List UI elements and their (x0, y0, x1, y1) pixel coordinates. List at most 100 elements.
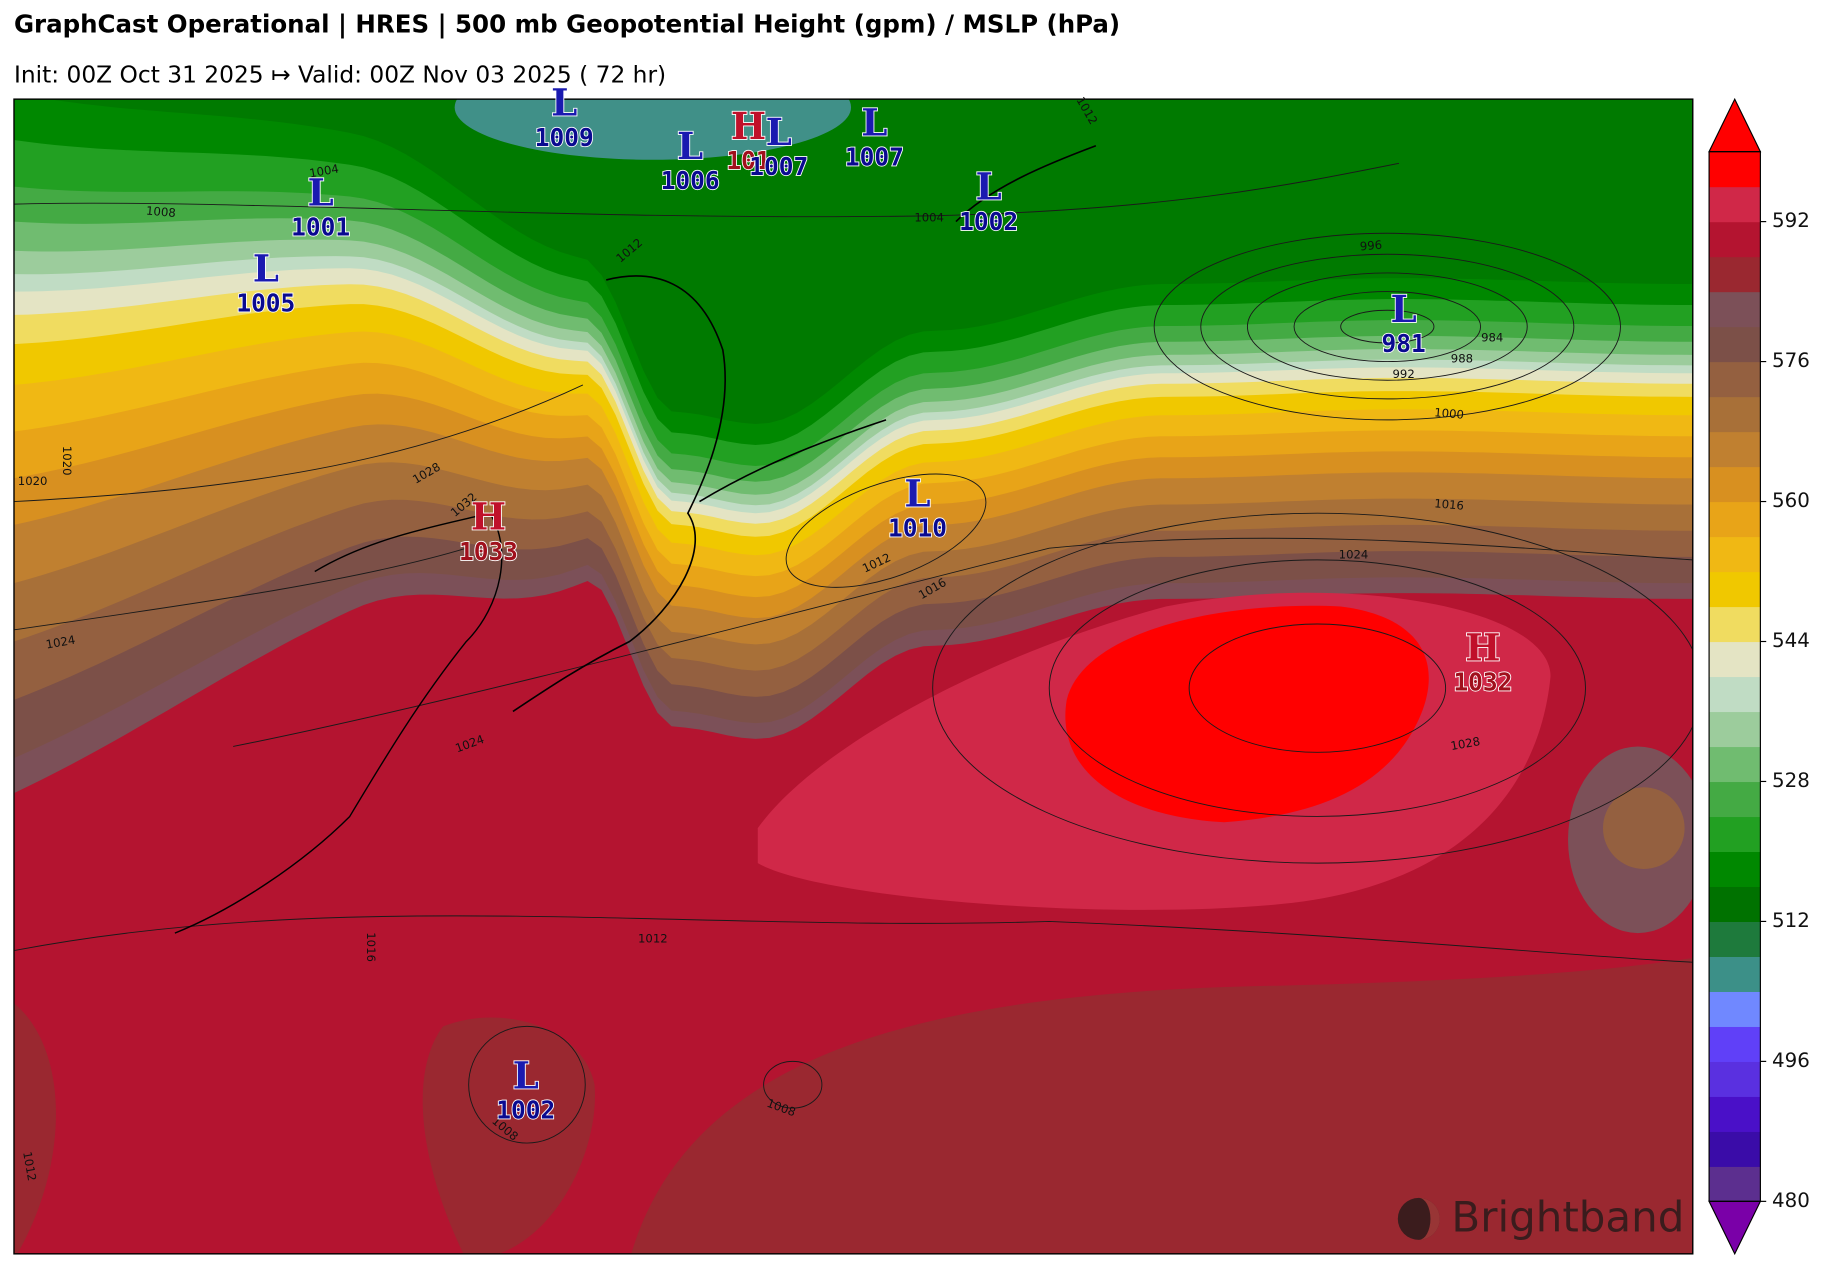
isobar (13, 915, 1693, 963)
colorbar-segment (1709, 606, 1761, 643)
center-symbol: H (731, 104, 766, 148)
contour-label: 1004 (308, 161, 340, 180)
colorbar-segment (1709, 291, 1761, 328)
isobar (233, 537, 1693, 747)
contour-label: 1016 (364, 932, 378, 962)
logo: Brightband (1397, 1193, 1684, 1242)
map (13, 99, 1693, 1254)
colorbar-tick-label: 544 (1772, 629, 1810, 652)
contour-label: 1008 (146, 204, 177, 221)
isobar (932, 512, 1693, 864)
colorbar: 480 496 512 528 544 560 576 592 (1708, 97, 1810, 1256)
center-symbol: L (253, 246, 279, 290)
colorbar-segment (1709, 921, 1761, 957)
center-value: 1009 (535, 123, 594, 152)
center-value: 1001 (291, 213, 350, 242)
subtitle: Init: 00Z Oct 31 2025 ↦ Valid: 00Z Nov 0… (14, 61, 666, 88)
center-symbol: L (1391, 287, 1417, 331)
colorbar-extend-over (1708, 97, 1762, 153)
colorbar-segment (1709, 641, 1761, 678)
center-value: 1005 (236, 288, 295, 317)
colorbar-segment (1709, 431, 1761, 468)
contour-label: 1024 (45, 633, 77, 652)
height-band (631, 957, 1693, 1254)
contour-label: 988 (1451, 352, 1473, 366)
colorbar-segment (1709, 851, 1761, 888)
colorbar-segment (1709, 186, 1761, 223)
colorbar-segment (1709, 396, 1761, 433)
colorbar-segment (1709, 886, 1761, 923)
isobar (1048, 559, 1586, 817)
colorbar-tick-label: 496 (1772, 1049, 1810, 1072)
colorbar-segment (1709, 956, 1761, 992)
isobar (13, 384, 584, 503)
colorbar-segment (1709, 781, 1761, 818)
colorbar-segment (1709, 466, 1761, 503)
colorbar-segment (1709, 501, 1761, 538)
center-symbol: H (1465, 625, 1500, 669)
colorbar-segment (1709, 1131, 1761, 1167)
center-symbol: L (861, 100, 887, 144)
center-value: 1010 (888, 514, 947, 543)
isobar (13, 547, 467, 631)
colorbar-frame (1708, 151, 1761, 1202)
colorbar-tick-label: 512 (1772, 909, 1810, 932)
isobar (785, 473, 987, 588)
center-value: 101 (726, 146, 770, 175)
isobar (1293, 291, 1482, 363)
isobar (1188, 623, 1447, 753)
isobar (1246, 272, 1528, 381)
center-value: 1007 (845, 143, 904, 172)
isobar (763, 1060, 823, 1109)
height-band (1065, 605, 1429, 823)
coastline (174, 512, 503, 934)
title: GraphCast Operational | HRES | 500 mb Ge… (14, 10, 1120, 39)
center-symbol: L (551, 81, 577, 125)
contour-label: 1012 (20, 1150, 39, 1182)
coastline (512, 275, 726, 713)
colorbar-segment (1709, 711, 1761, 748)
colorbar-tick-label: 592 (1772, 209, 1810, 232)
colorbar-extend-under (1708, 1200, 1762, 1256)
colorbar-segment (1709, 1061, 1761, 1097)
contour-label: 992 (1393, 367, 1415, 381)
isobar (1153, 232, 1621, 421)
center-value: 981 (1382, 329, 1426, 358)
colorbar-segment (1709, 151, 1761, 188)
center-symbol: L (975, 165, 1001, 209)
colorbar-segment (1709, 746, 1761, 783)
colorbar-segment (1709, 1026, 1761, 1062)
colorbar-segment (1709, 536, 1761, 573)
contour-label: 984 (1481, 331, 1503, 345)
center-value: 1032 (1453, 667, 1512, 696)
contour-label: 1020 (18, 474, 48, 488)
colorbar-segment (1709, 361, 1761, 398)
colorbar-segment (1709, 221, 1761, 258)
center-symbol: L (307, 170, 333, 214)
colorbar-tick-label: 560 (1772, 489, 1810, 512)
colorbar-segment (1709, 326, 1761, 363)
center-value: 1002 (496, 1096, 555, 1125)
colorbar-segment (1709, 1096, 1761, 1132)
height-band (1602, 787, 1685, 869)
contour-label: 1020 (60, 446, 74, 476)
contour-label: 1012 (638, 931, 668, 945)
contour-label: 1016 (1434, 496, 1465, 513)
logo-text: Brightband (1451, 1193, 1684, 1242)
center-value: 1033 (459, 537, 518, 566)
colorbar-tick-label: 480 (1772, 1189, 1810, 1212)
center-value: 1007 (749, 152, 808, 181)
colorbar-segment (1709, 256, 1761, 293)
colorbar-segment (1709, 571, 1761, 608)
contour-label: 1004 (914, 211, 944, 225)
isobar (468, 1025, 586, 1144)
colorbar-segment (1709, 676, 1761, 713)
teal-area (454, 99, 851, 160)
height-band (422, 1017, 595, 1254)
map-frame (13, 98, 1694, 1255)
center-symbol: L (904, 471, 930, 515)
contour-label: 996 (1359, 238, 1382, 254)
isobar (1340, 309, 1435, 344)
contour-label: 1000 (1434, 405, 1465, 422)
